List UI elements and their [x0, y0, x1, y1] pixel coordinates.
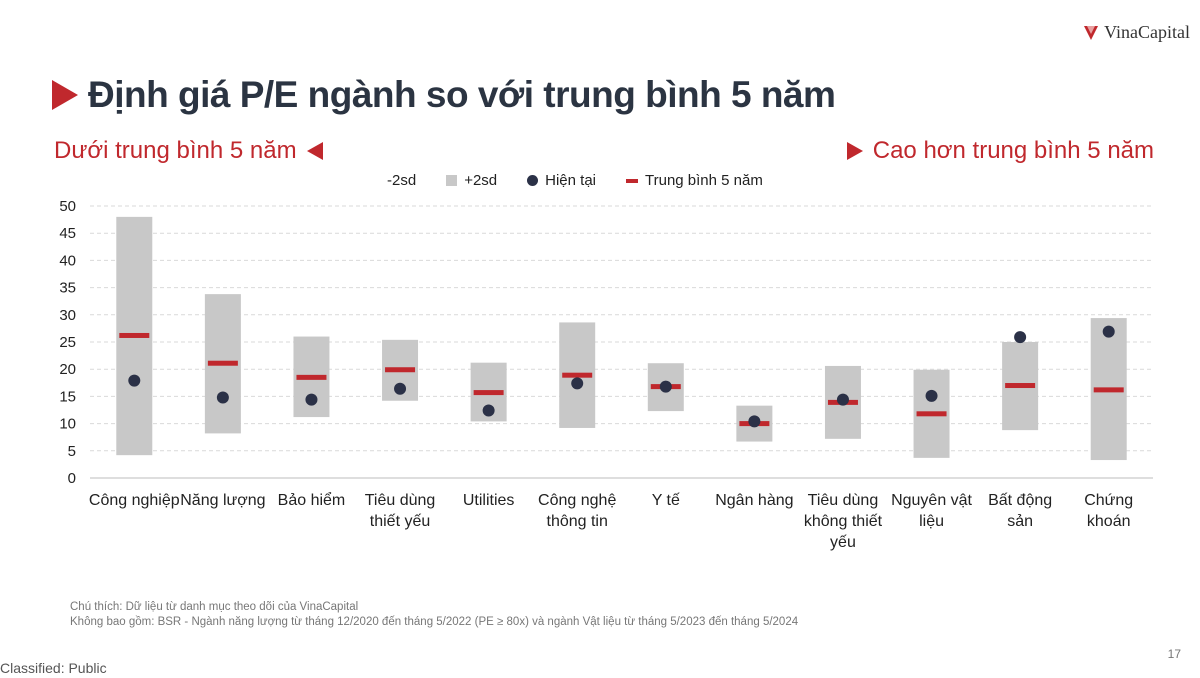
y-tick-label: 35	[59, 280, 76, 297]
y-tick-label: 50	[59, 198, 76, 215]
current-dot	[1102, 325, 1115, 338]
x-tick-label-line: Utilities	[462, 492, 515, 509]
y-tick-label: 25	[59, 334, 76, 351]
footnote-source: Chú thích: Dữ liệu từ danh mục theo dõi …	[70, 601, 359, 613]
brand-name: VinaCapital	[1104, 22, 1190, 42]
triangle-left-icon	[306, 142, 323, 160]
avg-marker	[385, 367, 416, 373]
avg-marker	[119, 332, 150, 338]
below-average-note: Dưới trung bình 5 năm	[54, 137, 323, 165]
avg-marker	[1005, 383, 1036, 389]
legend-current: Hiện tại	[527, 172, 596, 189]
x-tick-label-line: Bất động	[988, 492, 1053, 509]
legend-current-label: Hiện tại	[545, 172, 596, 189]
current-dot	[925, 389, 938, 402]
avg-marker	[562, 372, 593, 378]
y-tick-label: 10	[59, 416, 76, 433]
x-tick-label-line: Công nghệ	[538, 492, 617, 509]
current-dot	[305, 393, 318, 406]
below-average-label: Dưới trung bình 5 năm	[54, 137, 297, 164]
legend-minus2sd-label: -2sd	[387, 172, 417, 189]
x-tick-label-line: Bảo hiểm	[277, 492, 346, 509]
x-tick-label: Y tế	[618, 490, 714, 511]
avg-marker	[207, 360, 238, 366]
x-tick-label-line: Tiêu dùng	[364, 492, 436, 509]
x-tick-label-line: Chứng	[1084, 492, 1134, 509]
above-average-note: Cao hơn trung bình 5 năm	[846, 137, 1154, 165]
current-dot	[748, 415, 761, 428]
avg-marker	[1093, 387, 1124, 393]
triangle-right-icon	[846, 142, 863, 160]
x-tick-label: Ngân hàng	[706, 490, 802, 511]
y-tick-label: 40	[59, 252, 76, 269]
legend-plus2sd-label: +2sd	[464, 172, 498, 189]
legend-avg-label: Trung bình 5 năm	[645, 172, 763, 189]
x-tick-label-line: không thiết	[803, 513, 883, 530]
x-tick-label-line: Nguyên vật	[891, 492, 972, 509]
current-dot	[659, 380, 672, 393]
avg-marker	[916, 411, 947, 417]
y-tick-label: 5	[68, 443, 76, 460]
x-tick-label: Utilities	[441, 490, 537, 511]
x-tick-label-line: thiết yếu	[369, 513, 431, 530]
current-dot	[216, 391, 229, 404]
legend-plus2sd-swatch	[446, 175, 458, 186]
x-tick-label-line: yếu	[830, 534, 856, 551]
brand-logo: VinaCapital	[1084, 22, 1190, 43]
x-tick-label: Công nghệ thông tin	[529, 490, 625, 532]
x-tick-label-line: liệu	[919, 513, 944, 530]
y-tick-label: 45	[59, 225, 76, 242]
legend-plus2sd: +2sd	[446, 172, 497, 189]
vinacapital-logo-icon	[1084, 25, 1099, 40]
classification-label: Classified: Public	[0, 660, 107, 676]
x-tick-label-line: Tiêu dùng	[807, 492, 879, 509]
x-tick-label-line: Ngân hàng	[715, 492, 794, 509]
above-average-label: Cao hơn trung bình 5 năm	[872, 137, 1154, 164]
x-tick-label: Công nghiệp	[86, 490, 182, 511]
pe-range-chart: 0 5 10 15 20 25 30 35 40 45 50	[59, 198, 1153, 487]
x-tick-label-line: Năng lượng	[180, 492, 266, 509]
x-tick-label-line: Y tế	[651, 492, 680, 509]
y-tick-label: 20	[59, 361, 76, 378]
y-tick-label: 0	[68, 470, 76, 487]
y-tick-label: 30	[59, 307, 76, 324]
current-dot	[1014, 331, 1027, 344]
x-tick-label-line: Công nghiệp	[88, 492, 180, 509]
legend-current-swatch	[527, 175, 539, 186]
current-dot	[394, 382, 407, 395]
avg-marker	[296, 374, 327, 380]
x-tick-label: Tiêu dùng không thiết yếu	[795, 490, 891, 553]
x-tick-label-line: khoán	[1086, 513, 1131, 530]
y-tick-label: 15	[59, 388, 76, 405]
title-arrow-icon	[52, 80, 78, 110]
x-tick-label: Chứng khoán	[1061, 490, 1157, 532]
x-tick-label: Năng lượng	[175, 490, 271, 511]
footnote-exclusions: Không bao gồm: BSR - Ngành năng lượng từ…	[70, 616, 799, 628]
x-tick-label-line: sản	[1007, 513, 1034, 530]
x-tick-label-line: thông tin	[546, 513, 608, 530]
avg-marker	[473, 390, 504, 396]
chart-legend: -2sd +2sd Hiện tại Trung bình 5 năm	[380, 172, 763, 189]
legend-minus2sd: -2sd	[380, 172, 416, 189]
current-dot	[836, 393, 849, 406]
page-title: Định giá P/E ngành so với trung bình 5 n…	[88, 74, 836, 115]
x-tick-label: Bất động sản	[972, 490, 1068, 532]
x-tick-label: Bảo hiểm	[263, 490, 359, 511]
x-tick-label: Nguyên vật liệu	[884, 490, 980, 532]
current-dot	[128, 374, 141, 387]
page-number: 17	[1167, 647, 1181, 661]
current-dot	[482, 404, 495, 417]
legend-avg: Trung bình 5 năm	[626, 172, 763, 189]
x-tick-label: Tiêu dùng thiết yếu	[352, 490, 448, 532]
page-title-row: Định giá P/E ngành so với trung bình 5 n…	[52, 74, 836, 116]
current-dot	[571, 377, 584, 390]
footnotes: Chú thích: Dữ liệu từ danh mục theo dõi …	[70, 600, 798, 630]
legend-avg-swatch	[626, 178, 638, 183]
